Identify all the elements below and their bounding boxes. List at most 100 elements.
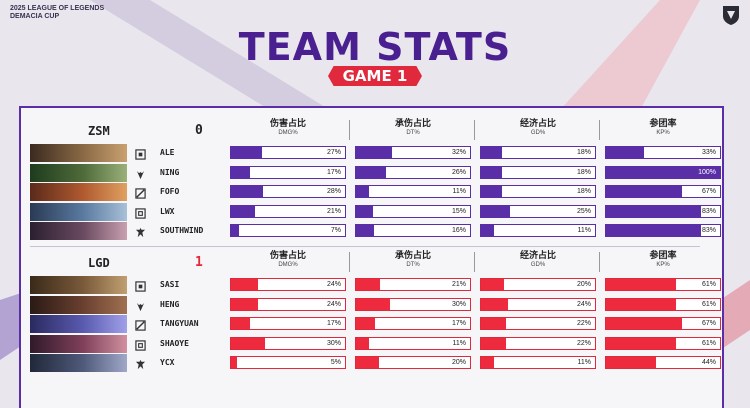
stat-value: 21% (451, 281, 466, 288)
stat-value: 61% (701, 300, 716, 308)
top-icon (135, 279, 146, 292)
stat-value: 22% (576, 339, 591, 347)
stat-bar-dmg: 27% (230, 146, 346, 159)
stat-value: 28% (326, 188, 341, 195)
stat-bar-fill (356, 298, 391, 310)
stat-bar-gd: 22% (480, 317, 596, 330)
column-header-cn: 伤害占比 (269, 250, 306, 260)
champion-art (30, 276, 127, 294)
column-header-en: KP% (656, 130, 670, 136)
stat-bar-kp: 61% (605, 297, 721, 311)
column-header-dmg: 伤害占比 DMG% (228, 118, 348, 137)
stat-value: 17% (326, 168, 341, 176)
column-separator (599, 120, 600, 140)
stat-bar-dmg: 17% (230, 165, 346, 179)
stat-bar-dt: 15% (355, 204, 471, 218)
stat-bar-dmg: 30% (230, 336, 346, 350)
stat-bar-fill (481, 186, 502, 197)
champion-art (30, 144, 127, 162)
player-name: SOUTHWIND (160, 226, 204, 235)
stat-bar-kp: 61% (605, 336, 721, 350)
stat-bar-kp: 83% (605, 224, 721, 237)
event-line2: DEMACIA CUP (10, 13, 60, 20)
stat-bar-fill (481, 205, 510, 217)
jungle-icon (135, 167, 146, 179)
column-header-dmg: 伤害占比 DMG% (228, 250, 348, 269)
stat-value: 20% (576, 281, 591, 288)
stat-value: 18% (576, 188, 591, 195)
stat-value: 67% (701, 320, 716, 327)
champion-art (30, 183, 127, 201)
stat-bar-fill (356, 337, 369, 349)
mid-icon (135, 318, 146, 331)
column-header-gd: 经济占比 GD% (478, 250, 598, 269)
stat-value: 83% (701, 207, 716, 215)
stat-bar-dt: 11% (355, 185, 471, 198)
top-icon (135, 147, 146, 160)
column-separator (349, 252, 350, 272)
stat-bar-gd: 18% (480, 165, 596, 179)
stat-bar-fill (356, 205, 374, 217)
stat-bar-kp: 33% (605, 146, 721, 159)
column-header-en: KP% (656, 262, 670, 268)
stat-value: 16% (451, 227, 466, 234)
stat-bar-fill (356, 279, 380, 290)
player-name: HENG (160, 299, 180, 309)
stat-bar-fill (356, 318, 376, 329)
player-name: ALE (160, 148, 175, 157)
stat-bar-dmg: 17% (230, 317, 346, 330)
stat-value: 11% (452, 188, 467, 195)
player-name: NING (160, 167, 180, 177)
stat-value: 24% (326, 281, 341, 288)
stat-value: 27% (326, 149, 341, 156)
stat-bar-fill (606, 186, 683, 197)
stat-value: 33% (701, 149, 716, 156)
stat-bar-dmg: 28% (230, 185, 346, 198)
stat-bar-fill (606, 166, 720, 178)
champion-art (30, 354, 127, 372)
stat-bar-fill (481, 225, 494, 236)
column-header-cn: 伤害占比 (269, 118, 306, 128)
stat-bar-dt: 16% (355, 224, 471, 237)
stat-bar-dt: 20% (355, 356, 471, 369)
stat-bar-fill (606, 318, 683, 329)
stat-value: 20% (451, 359, 466, 366)
stat-value: 7% (330, 227, 341, 234)
column-separator (474, 120, 475, 140)
column-header-en: DT% (406, 130, 420, 136)
stat-value: 11% (577, 227, 592, 234)
league-crest-icon (723, 6, 739, 25)
stat-value: 44% (701, 359, 716, 366)
column-header-cn: 承伤占比 (394, 250, 431, 260)
stat-value: 24% (326, 300, 341, 308)
stat-bar-dmg: 24% (230, 278, 346, 291)
champion-art (30, 163, 127, 182)
team-name-lgd: LGD (88, 256, 110, 270)
stat-bar-fill (481, 298, 509, 310)
stat-bar-fill (606, 357, 657, 368)
stat-bar-fill (606, 225, 701, 236)
stat-value: 17% (326, 320, 341, 327)
team-separator (30, 246, 700, 247)
stat-bar-fill (231, 186, 263, 197)
stat-bar-fill (356, 147, 393, 158)
stat-bar-kp: 67% (605, 317, 721, 330)
stat-bar-dt: 21% (355, 278, 471, 291)
stat-bar-gd: 18% (480, 146, 596, 159)
stat-value: 30% (326, 339, 341, 347)
team-name-zsm: ZSM (88, 124, 110, 138)
stat-bar-dmg: 24% (230, 297, 346, 311)
stat-bar-fill (231, 337, 266, 349)
stat-value: 17% (451, 320, 466, 327)
bot-icon (135, 206, 146, 219)
column-header-kp: 参团率 KP% (603, 250, 723, 269)
column-header-dt: 承伤占比 DT% (353, 118, 473, 137)
stat-value: 15% (451, 207, 466, 215)
jungle-icon (135, 299, 146, 311)
stat-value: 18% (576, 168, 591, 176)
stat-bar-kp: 44% (605, 356, 721, 369)
player-name: YCX (160, 358, 175, 367)
column-header-en: GD% (530, 130, 546, 136)
stat-bar-dmg: 21% (230, 204, 346, 218)
column-header-cn: 经济占比 (519, 250, 556, 260)
